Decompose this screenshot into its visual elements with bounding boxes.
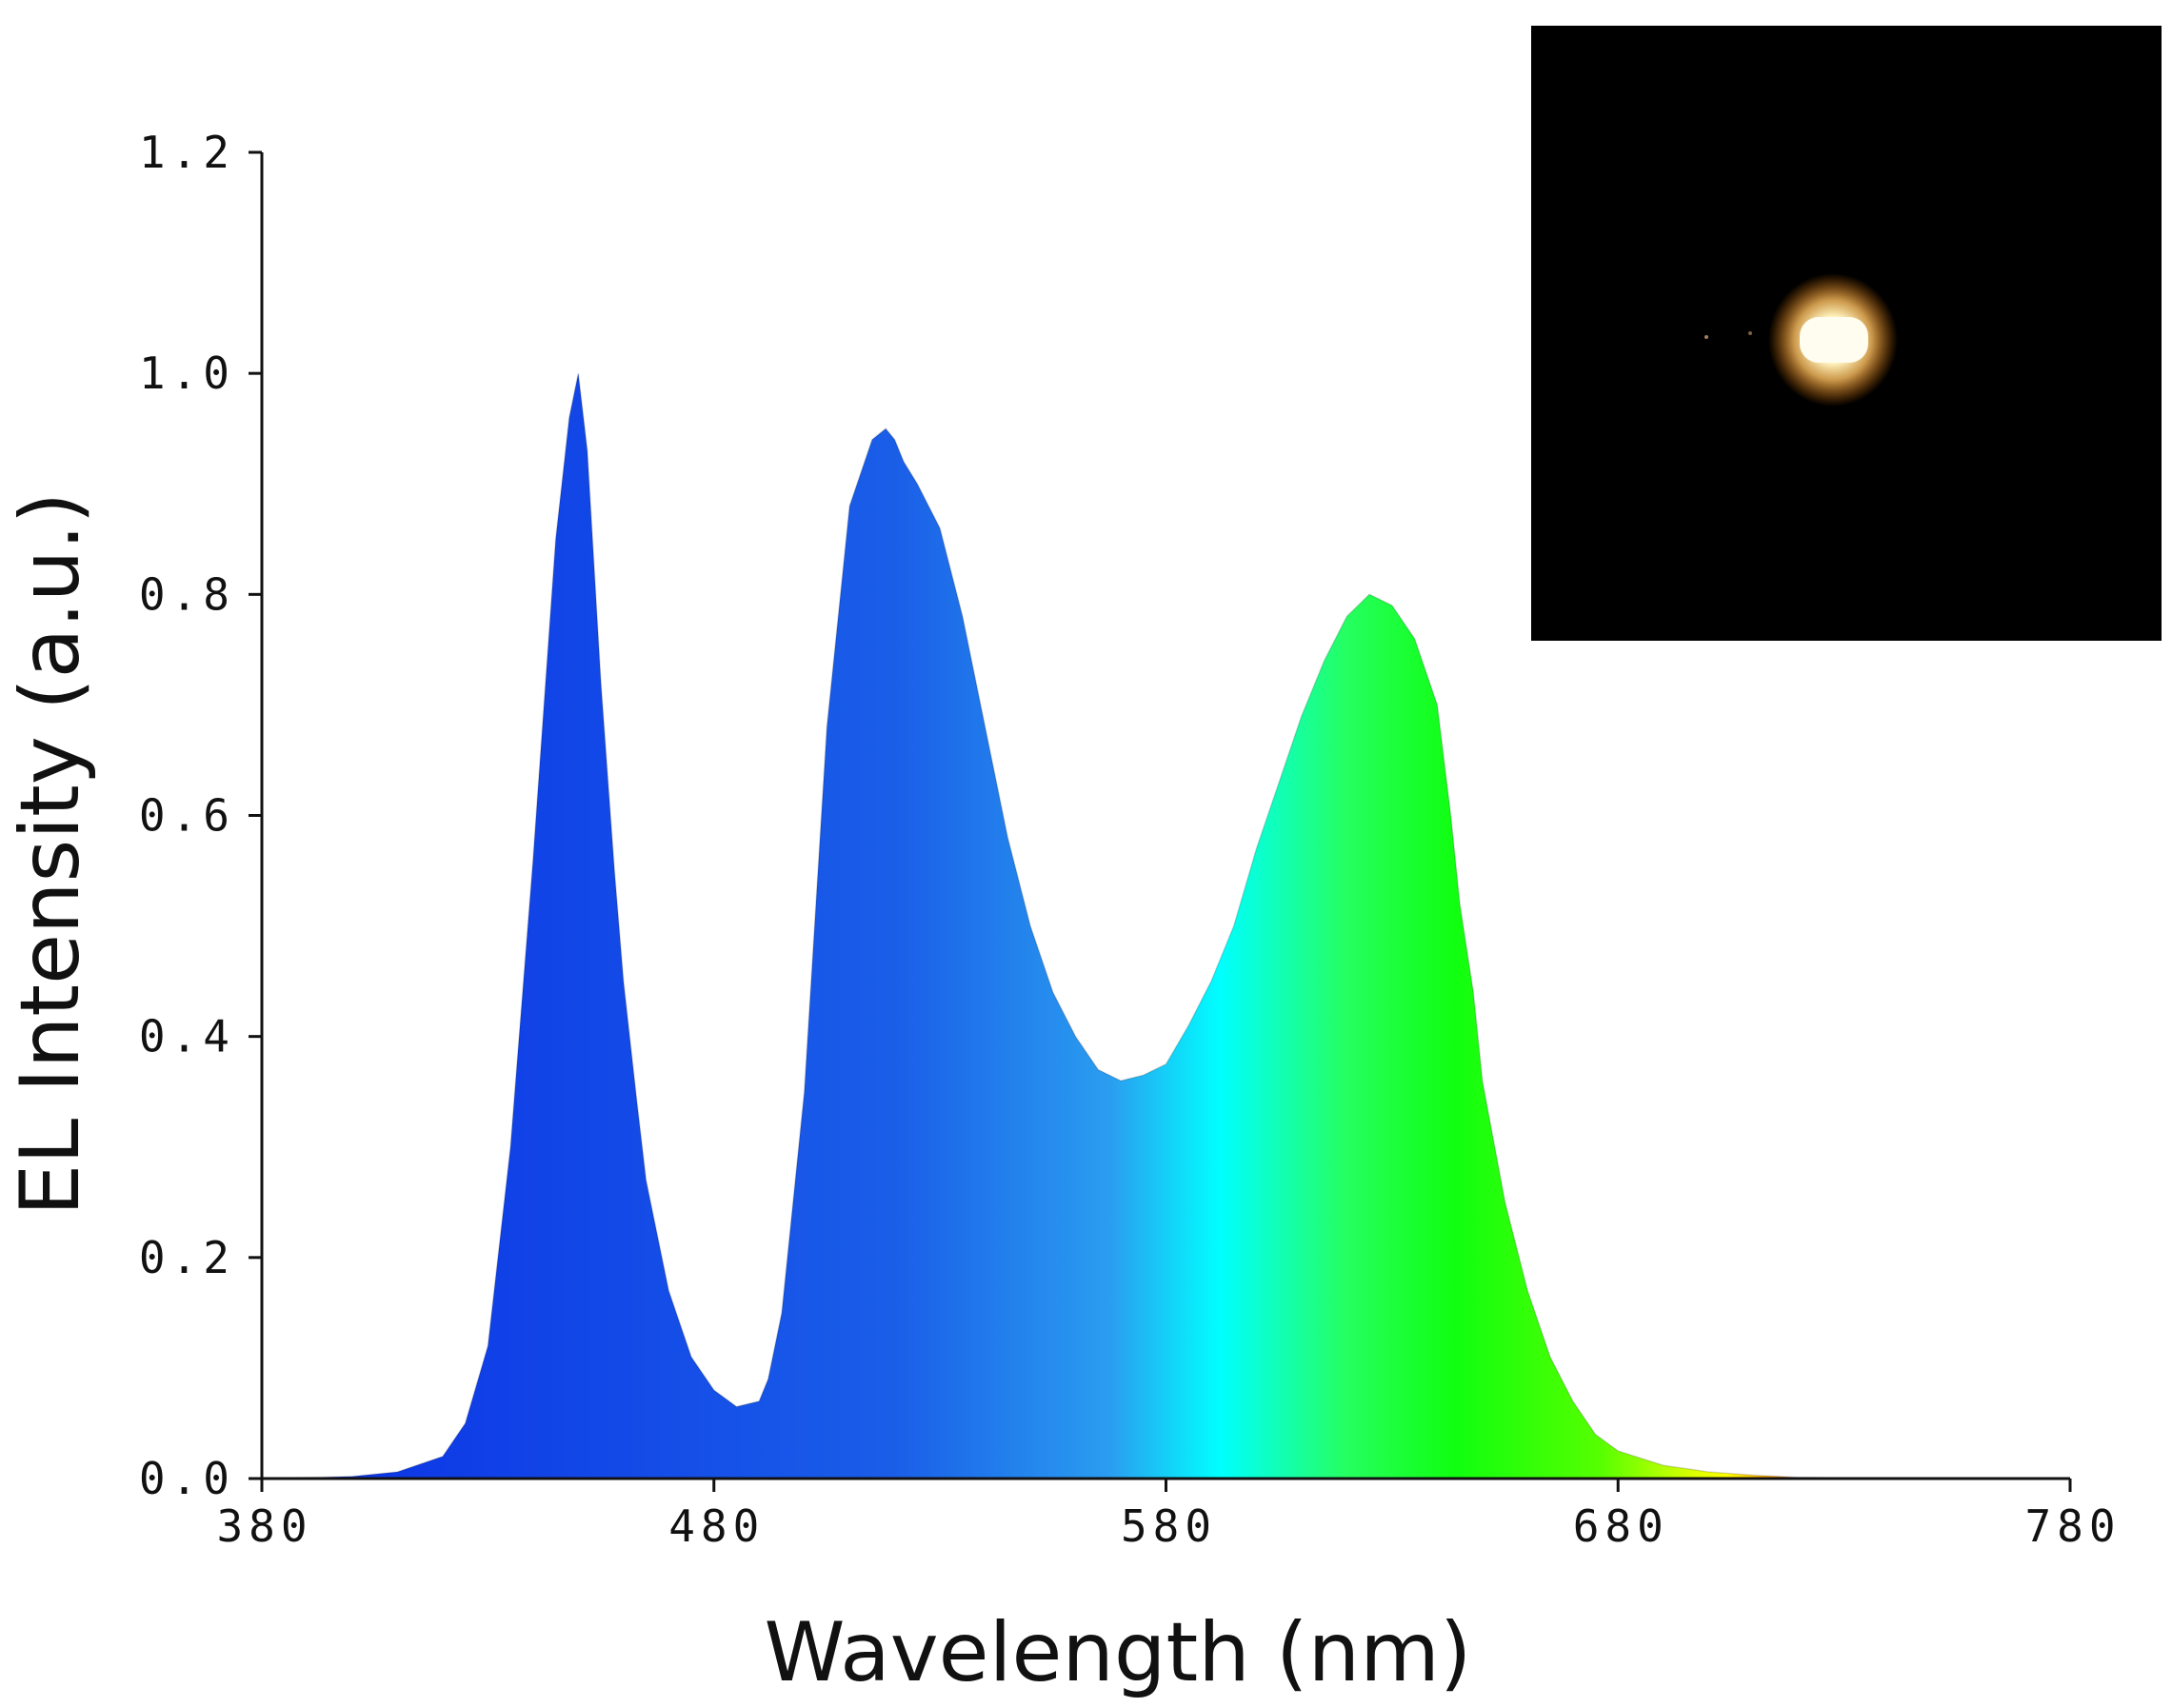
- y-tick-label: 0.8: [139, 568, 235, 620]
- inset-emission-spot: [1800, 317, 1868, 363]
- y-tick-label: 0.0: [139, 1453, 235, 1504]
- y-tick-label: 0.4: [139, 1011, 235, 1063]
- y-tick-label: 1.0: [139, 348, 235, 399]
- spectrum-outline-line: [261, 373, 2070, 1480]
- spectrum-fill-area: [262, 373, 2070, 1480]
- x-axis-title: Wavelength (nm): [765, 1605, 1472, 1700]
- x-tick-label: 480: [668, 1500, 765, 1552]
- inset-stray-dot: [1704, 335, 1708, 339]
- y-tick-label: 0.2: [139, 1232, 235, 1283]
- inset-device-photo: [1531, 26, 2162, 641]
- y-tick-label: 0.6: [139, 790, 235, 842]
- x-tick-label: 380: [216, 1500, 312, 1552]
- inset-stray-dot-2: [1748, 331, 1752, 335]
- y-tick-label: 1.2: [139, 127, 235, 178]
- y-axis-ticks: 0.0 0.2 0.4 0.6 0.8 1.0 1.2: [139, 127, 262, 1504]
- x-tick-label: 780: [2024, 1500, 2121, 1552]
- x-axis-ticks: 380 480 580 680 780: [216, 1479, 2121, 1552]
- x-tick-label: 580: [1121, 1500, 1217, 1552]
- y-axis-title: EL Intensity (a.u.): [3, 492, 98, 1216]
- x-tick-label: 680: [1573, 1500, 1669, 1552]
